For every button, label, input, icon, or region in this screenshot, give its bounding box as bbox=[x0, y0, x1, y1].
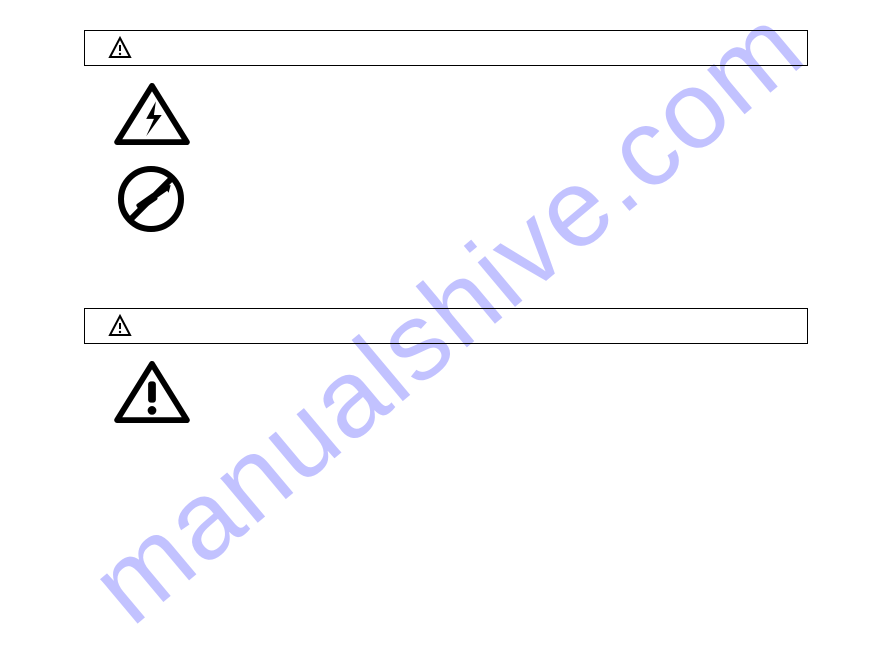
do-not-disassemble-icon bbox=[117, 165, 185, 233]
warning-box-2 bbox=[84, 308, 808, 344]
warning-box-1 bbox=[84, 30, 808, 66]
warning-exclamation-triangle-icon bbox=[113, 360, 191, 424]
page-root: { "watermark": { "text": "manualshive.co… bbox=[0, 0, 893, 630]
warning-triangle-small-icon bbox=[108, 36, 132, 60]
electric-shock-triangle-icon bbox=[113, 82, 191, 146]
warning-triangle-small-icon bbox=[108, 314, 132, 338]
